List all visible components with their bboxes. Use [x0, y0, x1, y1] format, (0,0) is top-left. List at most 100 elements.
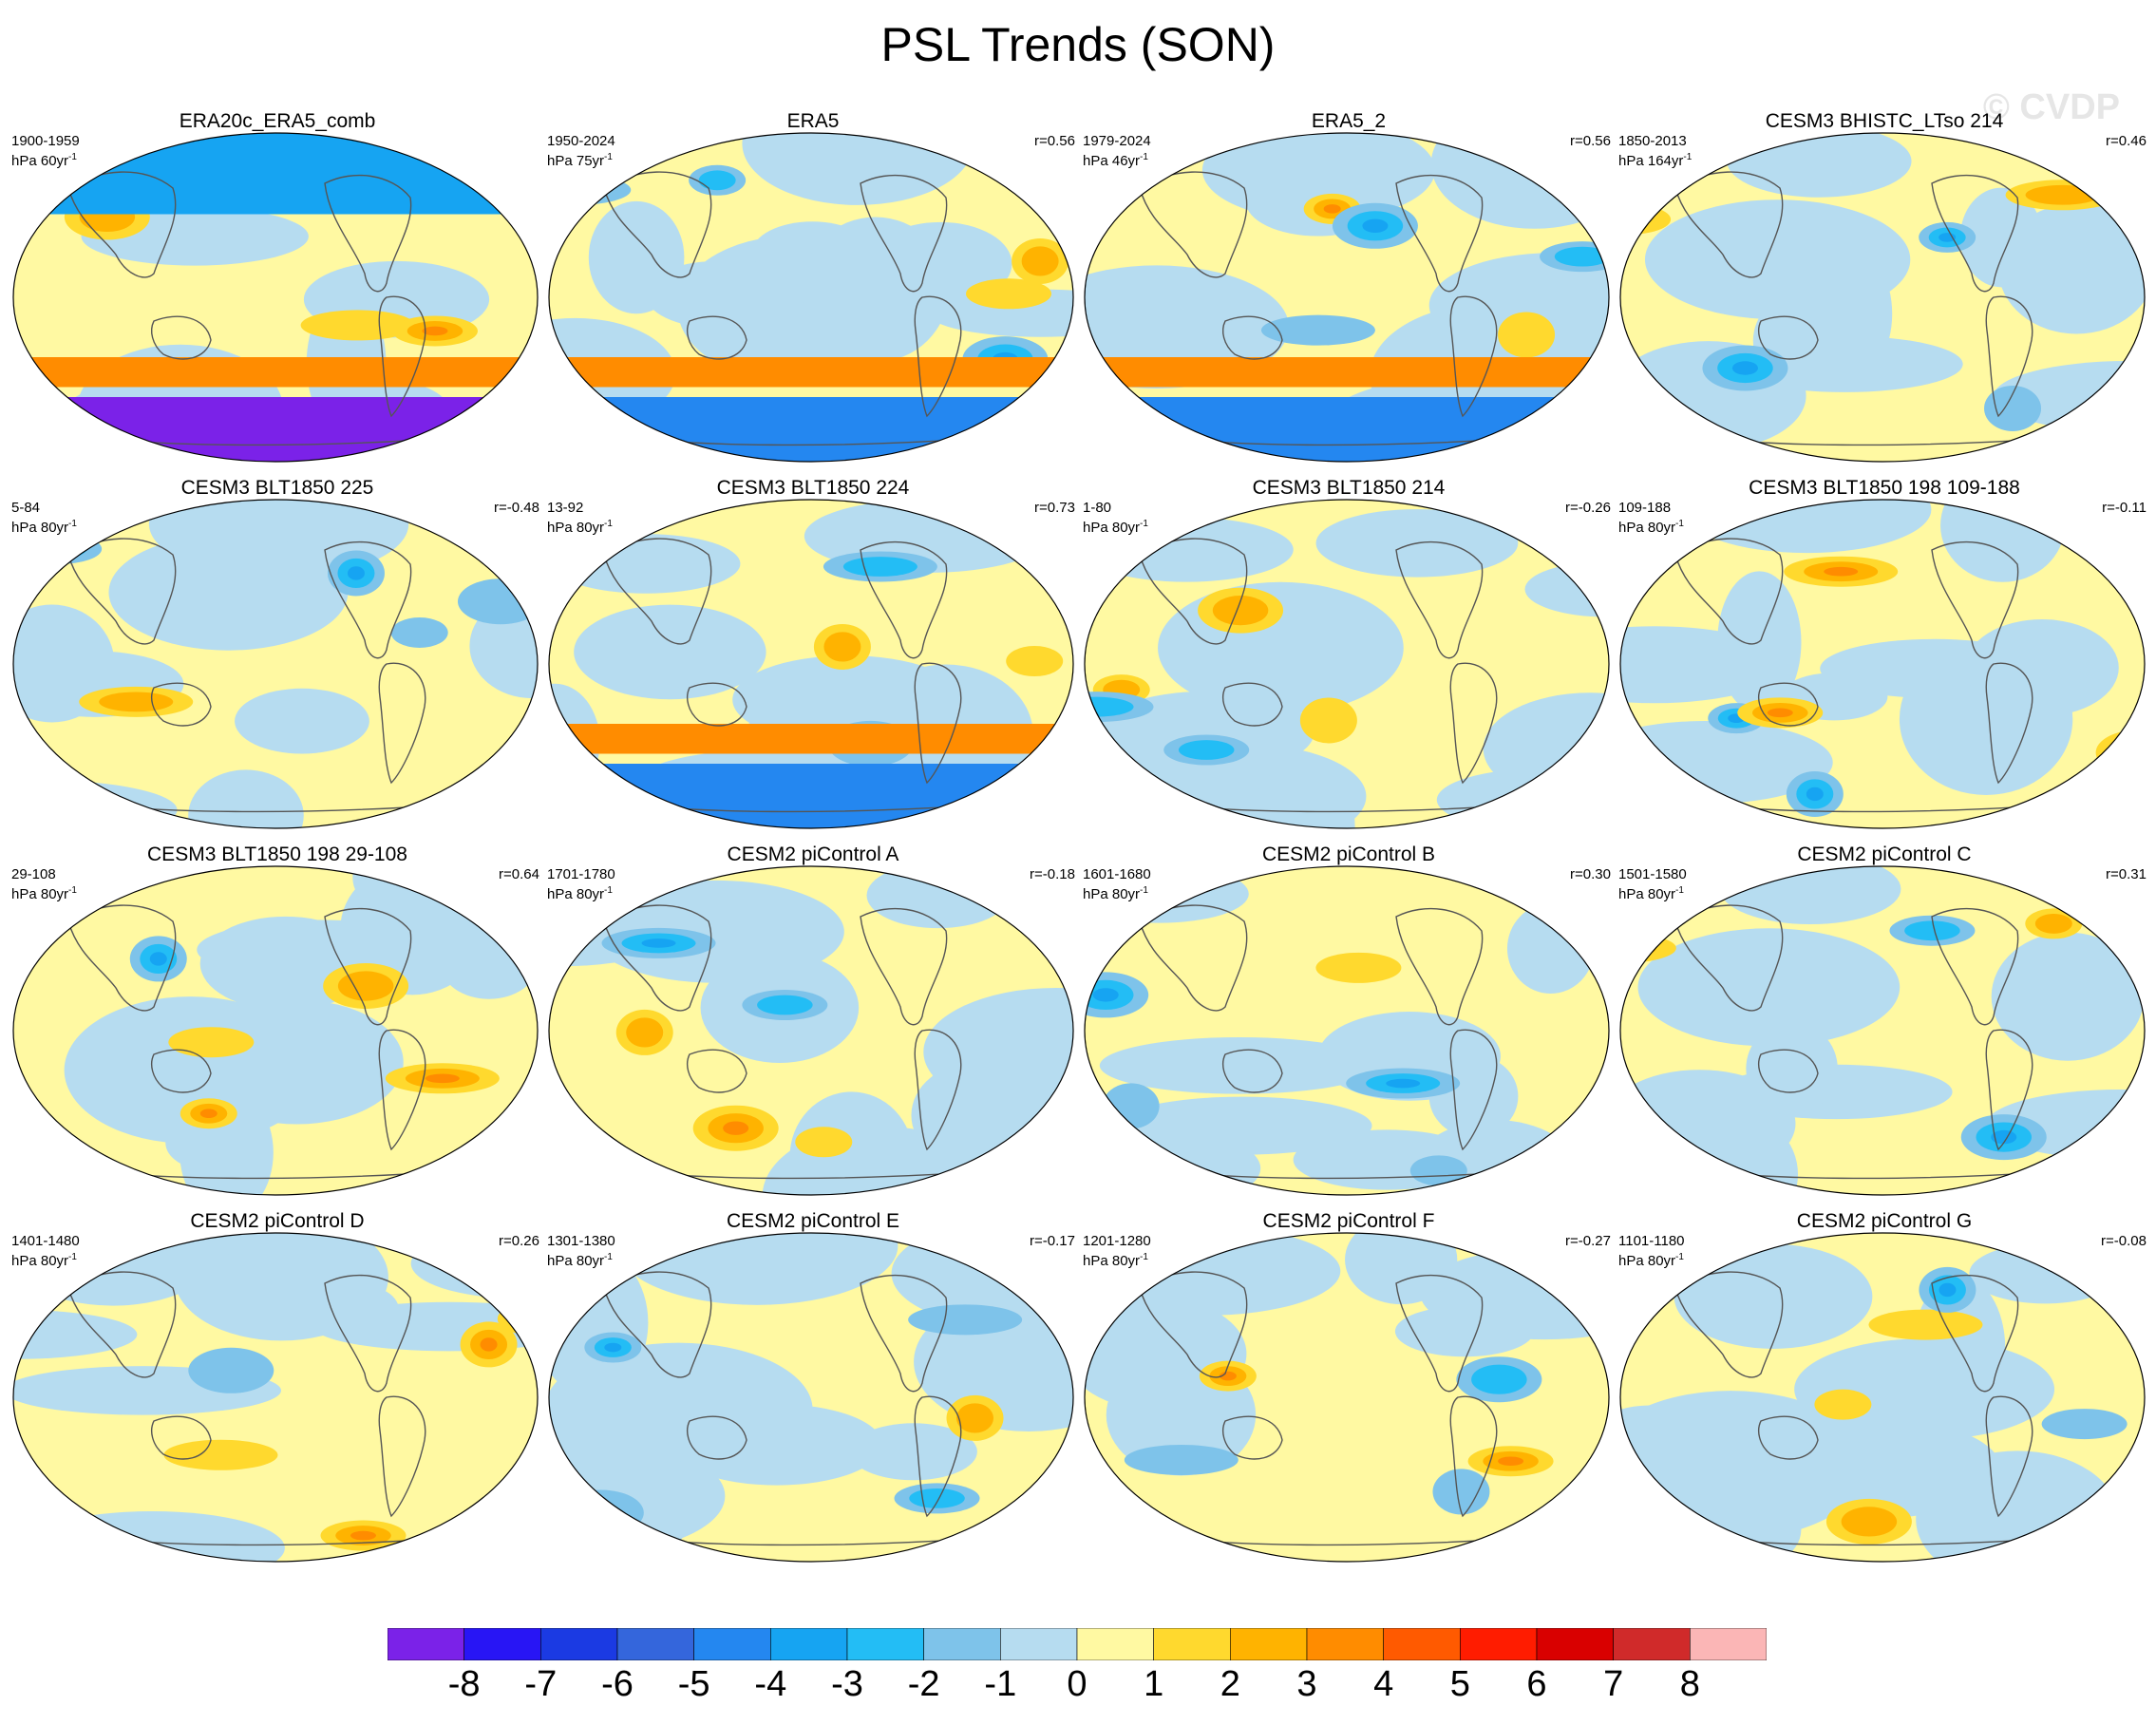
colorbar-swatch [1306, 1628, 1384, 1660]
map-outline [548, 865, 1074, 1196]
page-title: PSL Trends (SON) [880, 18, 1276, 71]
colorbar-tick-label: -4 [754, 1664, 787, 1704]
coastline [151, 1049, 212, 1093]
psl-trend-map [1084, 1232, 1610, 1563]
colorbar-tick-label: 7 [1603, 1664, 1624, 1704]
coastline [1985, 1029, 2033, 1151]
field-contour [842, 557, 917, 577]
map-panel: CESM2 piControl C 1501-1580 hPa 80yr-1 r=0.… [1618, 844, 2150, 1197]
panel-period: 13-92 [547, 500, 584, 516]
panel-units: hPa 80yr-1 [1083, 519, 1148, 536]
panel-period-units: 29-108 hPa 80yr-1 [11, 866, 77, 902]
colorbar [388, 1628, 1767, 1660]
colorbar-tick-label: -2 [907, 1664, 940, 1704]
field-contour [1085, 357, 1609, 388]
map-panel: CESM2 piControl A 1701-1780 hPa 80yr-1 r=-0… [547, 844, 1079, 1197]
field-contour [1260, 314, 1375, 346]
field-contour [390, 616, 448, 648]
panel-correlation: r=0.56 [1570, 133, 1611, 149]
panel-period-units: 5-84 hPa 80yr-1 [11, 500, 77, 536]
field-contour [641, 938, 676, 948]
field-contour [1158, 581, 1404, 714]
coastline [1139, 904, 1248, 1012]
panel-units: hPa 164yr-1 [1618, 152, 1693, 169]
panel-title: CESM3 BLT1850 224 [716, 477, 910, 499]
panel-title: CESM2 piControl E [726, 1210, 900, 1232]
coastline [1674, 1271, 1784, 1378]
psl-trend-map [12, 132, 539, 463]
map-outline [12, 1232, 539, 1563]
field-contour [549, 764, 1073, 828]
field-contour [604, 1342, 622, 1353]
colorbar-tick-label: 0 [1067, 1664, 1087, 1704]
field-contour [163, 1439, 278, 1470]
field-contour [588, 200, 685, 314]
map-panel: CESM2 piControl E 1301-1380 hPa 80yr-1 r=-0… [547, 1210, 1079, 1564]
field-contour [108, 534, 349, 651]
field-contour [1099, 1036, 1380, 1094]
panel-period: 29-108 [11, 866, 56, 882]
panel-period-units: 1601-1680 hPa 80yr-1 [1083, 866, 1151, 902]
colorbar-labels: -8 -7 -6 -5 -4 -3 -2 -1 0 1 2 3 4 5 6 7 8 [388, 1664, 1767, 1710]
field-contour [1315, 952, 1402, 983]
field-contour [1939, 1282, 1957, 1298]
field-contour [2127, 889, 2145, 919]
colorbar-swatch [1000, 1628, 1078, 1660]
colorbar-tick-label: -5 [677, 1664, 710, 1704]
map-outline [12, 132, 539, 463]
field-contour [507, 1309, 538, 1329]
coastline [860, 907, 948, 1026]
field-contour [235, 688, 369, 754]
panel-period: 1850-2013 [1618, 133, 1687, 149]
colorbar-swatch [693, 1628, 771, 1660]
psl-trend-map [1619, 499, 2146, 829]
field-contour [480, 1337, 498, 1352]
field-contour [1178, 740, 1235, 760]
field-contour [1767, 708, 1793, 718]
coastline [687, 1415, 747, 1460]
colorbar-swatch [1690, 1628, 1767, 1660]
map-outline [1619, 132, 2146, 463]
psl-trend-map [12, 1232, 539, 1563]
coastline [378, 1395, 426, 1518]
coastline [687, 1049, 747, 1093]
field-contour [1746, 1022, 1838, 1115]
watermark: © CVDP [1982, 87, 2120, 127]
field-contour [99, 692, 174, 712]
panel-period-units: 1301-1380 hPa 80yr-1 [547, 1233, 615, 1269]
map-panel: CESM2 piControl B 1601-1680 hPa 80yr-1 r=0.… [1083, 844, 1615, 1197]
field-contour [1323, 204, 1341, 214]
coastline [1985, 295, 2033, 418]
field-contour [17, 180, 35, 195]
colorbar-tick-label: 8 [1679, 1664, 1700, 1704]
psl-trend-map [1619, 132, 2146, 463]
panel-units: hPa 80yr-1 [11, 1252, 77, 1269]
field-contour [909, 1488, 965, 1508]
panel-title: CESM3 BLT1850 214 [1252, 477, 1446, 499]
field-contour [1620, 943, 1636, 953]
field-contour [350, 1530, 376, 1541]
field-contour [1682, 500, 1932, 554]
panel-period-units: 1201-1280 hPa 80yr-1 [1083, 1233, 1151, 1269]
field-contour [1124, 1444, 1239, 1475]
panel-correlation: r=-0.26 [1565, 500, 1611, 516]
colorbar-swatch [846, 1628, 924, 1660]
panel-period-units: 1501-1580 hPa 80yr-1 [1618, 866, 1687, 902]
panel-period: 1-80 [1083, 500, 1112, 516]
map-panel: ERA5 1950-2024 hPa 75yr-1 r=0.56 [547, 110, 1079, 464]
coastline [1674, 904, 1784, 1012]
panel-units: hPa 80yr-1 [1618, 1252, 1684, 1269]
field-contour [551, 534, 741, 594]
field-contour [425, 1073, 460, 1084]
field-contour [1620, 1405, 1731, 1532]
field-contour [795, 1127, 853, 1158]
psl-trend-map [12, 499, 539, 829]
panel-period-units: 1401-1480 hPa 80yr-1 [11, 1233, 80, 1269]
field-contour [1731, 361, 1758, 375]
field-contour [723, 1121, 749, 1135]
field-contour [1841, 1507, 1898, 1537]
panel-period: 5-84 [11, 500, 41, 516]
field-contour [1362, 218, 1389, 234]
panel-correlation: r=0.30 [1570, 866, 1611, 882]
map-panel: CESM3 BLT1850 198 109-188 109-188 hPa 80yr… [1618, 477, 2150, 830]
